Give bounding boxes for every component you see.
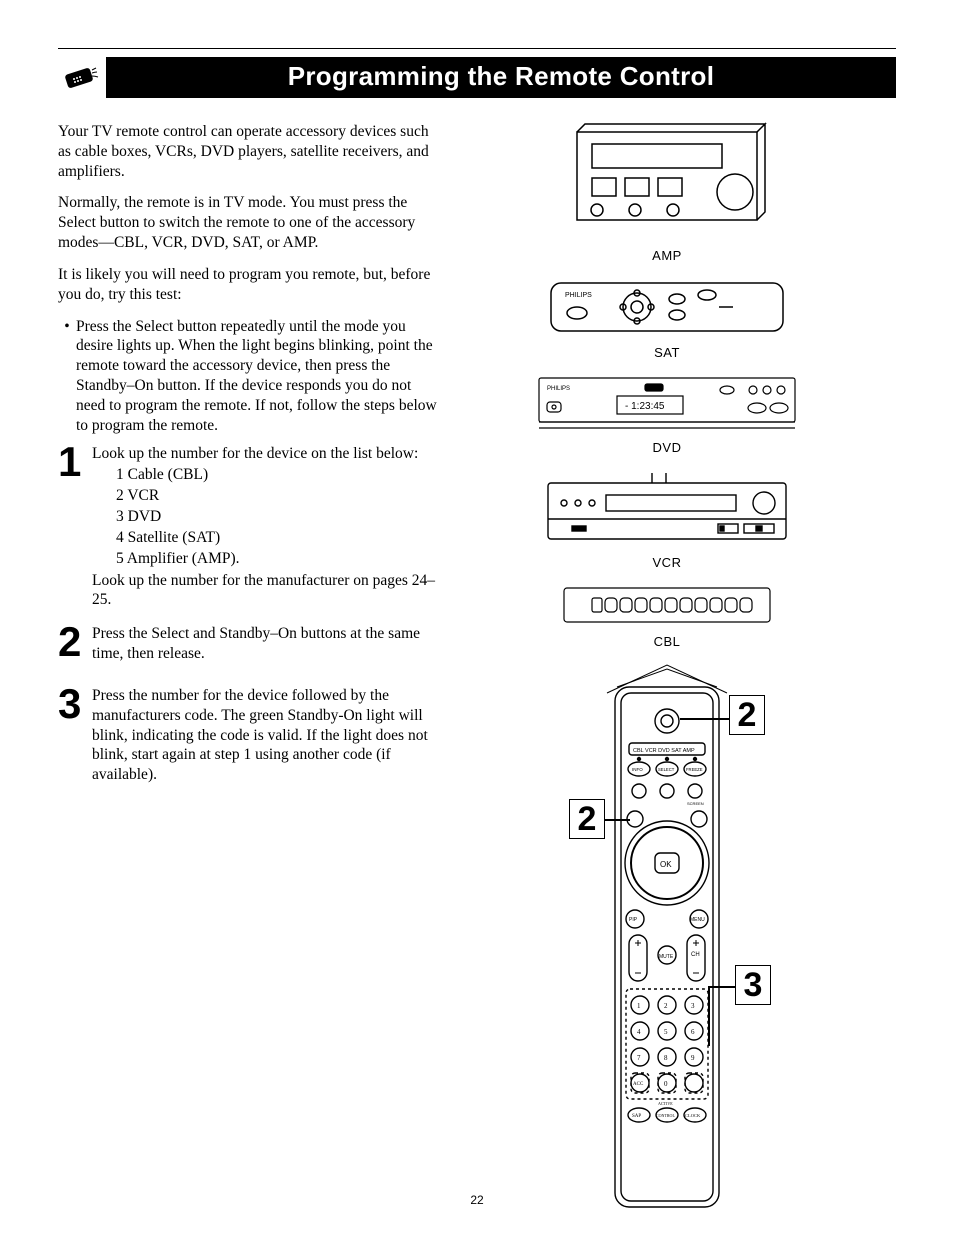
svg-text:3: 3 [691, 1002, 695, 1010]
page-title: Programming the Remote Control [106, 57, 896, 98]
svg-text:FREEZE: FREEZE [686, 767, 703, 772]
svg-text:SELECT: SELECT [658, 767, 675, 772]
dvd-diagram: PHILIPS - 1:23:45 [537, 374, 797, 434]
svg-text:ACTIVE: ACTIVE [658, 1101, 673, 1106]
text-column: Your TV remote control can operate acces… [58, 122, 438, 1223]
svg-text:ACC: ACC [633, 1082, 644, 1087]
svg-text:- 1:23:45: - 1:23:45 [625, 401, 665, 412]
svg-text:1: 1 [637, 1002, 641, 1010]
callout-box: 2 [729, 695, 765, 735]
svg-text:2: 2 [664, 1002, 668, 1010]
title-bar: Programming the Remote Control [58, 57, 896, 98]
svg-text:8: 8 [664, 1054, 668, 1062]
step-number: 2 [58, 624, 92, 664]
callout-box: 2 [569, 799, 605, 839]
step-1: 1 Look up the number for the device on t… [58, 444, 438, 611]
svg-text:CLOCK: CLOCK [685, 1113, 701, 1118]
svg-text:CH: CH [691, 952, 700, 958]
sat-diagram: PHILIPS [547, 277, 787, 339]
device-label: SAT [438, 345, 896, 360]
svg-text:OK: OK [660, 860, 672, 869]
remote-diagram: CBL VCR DVD SAT AMP INFO SELECT FREEZE S… [577, 663, 757, 1223]
page-number: 22 [0, 1193, 954, 1207]
top-rule [58, 48, 896, 49]
svg-text:SCREEN: SCREEN [687, 801, 704, 806]
svg-text:INFO: INFO [632, 767, 643, 772]
cbl-diagram [562, 584, 772, 628]
svg-text:0: 0 [664, 1080, 668, 1088]
svg-text:7: 7 [637, 1054, 641, 1062]
step-number: 1 [58, 444, 92, 611]
svg-text:4: 4 [637, 1028, 641, 1036]
svg-text:5: 5 [664, 1028, 668, 1036]
remote-icon [58, 57, 106, 98]
svg-text:CBL VCR DVD SAT AMP: CBL VCR DVD SAT AMP [633, 748, 695, 754]
device-label: AMP [438, 248, 896, 263]
svg-text:PHILIPS: PHILIPS [547, 386, 570, 392]
device-label: DVD [438, 440, 896, 455]
callout-box: 3 [735, 965, 771, 1005]
step-2: 2 Press the Select and Standby–On button… [58, 624, 438, 664]
step-3: 3 Press the number for the device follow… [58, 686, 438, 785]
svg-text:MUTE: MUTE [659, 954, 674, 960]
svg-text:PHILIPS: PHILIPS [565, 292, 592, 299]
svg-text:PIP: PIP [629, 917, 638, 923]
intro-para: Normally, the remote is in TV mode. You … [58, 193, 438, 252]
device-label: VCR [438, 555, 896, 570]
diagram-column: AMP PHILIPS SAT [438, 122, 896, 1223]
intro-para: Your TV remote control can operate acces… [58, 122, 438, 181]
svg-text:9: 9 [691, 1054, 695, 1062]
svg-text:MENU: MENU [690, 917, 705, 923]
svg-text:CONTROL: CONTROL [656, 1113, 675, 1118]
vcr-diagram [542, 469, 792, 549]
amp-diagram [557, 122, 777, 242]
device-list: 1 Cable (CBL) 2 VCR 3 DVD 4 Satellite (S… [116, 465, 438, 568]
test-bullet: • Press the Select button repeatedly unt… [58, 317, 438, 436]
step-number: 3 [58, 686, 92, 785]
intro-para: It is likely you will need to program yo… [58, 265, 438, 305]
svg-text:6: 6 [691, 1028, 695, 1036]
svg-text:SAP: SAP [632, 1114, 641, 1119]
device-label: CBL [438, 634, 896, 649]
